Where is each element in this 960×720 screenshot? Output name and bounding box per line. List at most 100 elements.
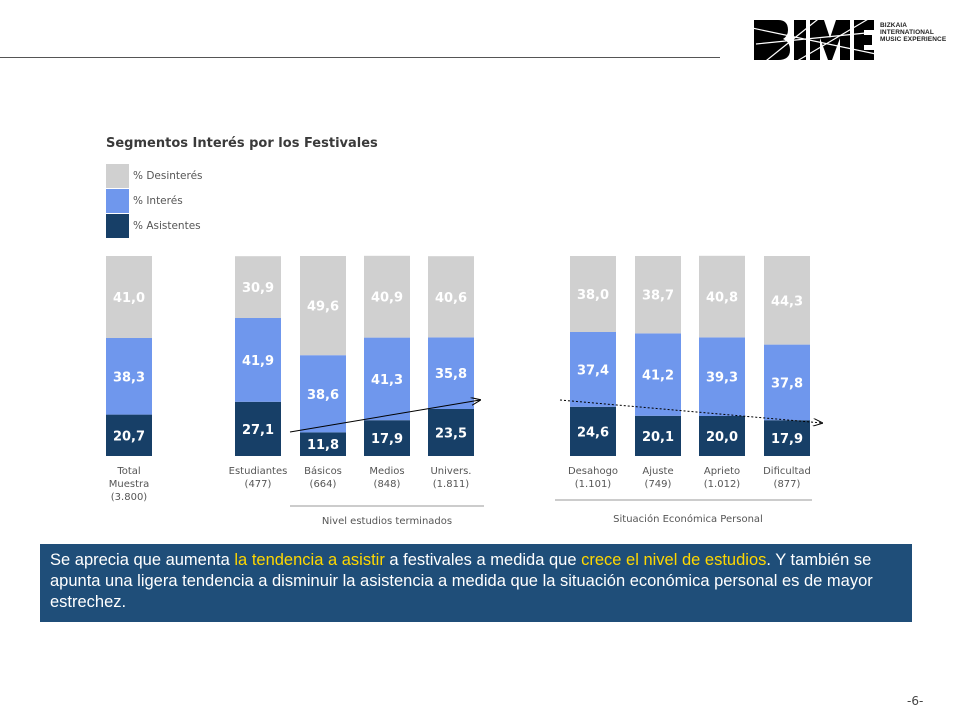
summary-highlight: crece el nivel de estudios [581,551,767,569]
logo-subtitle-line: BIZKAIA [880,22,908,29]
bar-segment-asistentes [300,432,346,456]
bar-segment-interes [106,338,152,415]
logo-subtitle-line: MUSIC EXPERIENCE [880,36,947,43]
legend-swatch-desinteres [106,164,129,188]
category-label: (1.101) [575,479,612,490]
data-label-desinteres: 30,9 [242,281,274,296]
bar-segment-interes [635,333,681,416]
header-rule [0,57,720,58]
category-label: (749) [645,479,672,490]
legend-item-desinteres: % Desinterés [106,164,203,188]
data-label-desinteres: 40,9 [371,291,403,306]
bar-segment-interes [764,344,810,421]
data-label-asistentes: 20,0 [706,430,738,445]
bar-segment-interes [364,337,410,421]
category-label: Muestra [109,479,150,490]
data-label-desinteres: 41,0 [113,291,145,306]
data-label-asistentes: 23,5 [435,427,467,442]
bar-segment-interes [699,337,745,416]
category-label: Desahogo [568,466,618,477]
bime-logo: BIZKAIA INTERNATIONAL MUSIC EXPERIENCE [752,14,952,74]
data-label-desinteres: 49,6 [307,300,339,315]
data-label-asistentes: 17,9 [771,432,803,447]
chart-title: Segmentos Interés por los Festivales [106,136,378,151]
data-label-desinteres: 40,6 [435,291,467,306]
bar-segment-desinteres [570,256,616,332]
category-label: Básicos [304,465,342,477]
data-label-interes: 41,3 [371,373,403,388]
bar-segment-interes [300,355,346,433]
category-label: (848) [374,479,401,490]
category-label: Medios [369,466,404,477]
data-label-asistentes: 17,9 [371,432,403,447]
data-label-desinteres: 38,0 [577,288,609,303]
data-label-asistentes: 24,6 [577,425,609,440]
summary-highlight: la tendencia a asistir [234,551,385,569]
category-label: (3.800) [111,492,148,503]
category-label: Estudiantes [229,466,288,477]
category-label: Univers. [430,466,471,477]
data-label-interes: 41,2 [642,369,674,384]
bar-segment-asistentes [635,415,681,456]
bar-segment-desinteres [764,256,810,345]
bar-segment-desinteres [106,256,152,338]
summary-text: . Y también se apunta una ligera tendenc… [50,551,873,611]
group-label: Nivel estudios terminados [322,516,452,527]
data-label-desinteres: 38,7 [642,289,674,304]
summary-text: Se aprecia que aumenta [50,551,235,569]
legend-item-asistentes: % Asistentes [106,214,201,238]
logo-subtitle-line: INTERNATIONAL [880,29,934,36]
legend-swatch-interes [106,189,129,213]
bar-segment-desinteres [235,256,281,318]
data-label-asistentes: 27,1 [242,423,274,438]
group-label: Situación Económica Personal [613,513,763,525]
bar-segment-asistentes [106,414,152,456]
data-label-desinteres: 44,3 [771,294,803,309]
stacked-bar-chart: 20,7 38,3 41,0 Total Muestra (3.800) 27,1 41,9 3… [106,255,960,527]
data-label-interes: 37,4 [577,363,609,378]
bar-segment-desinteres [364,255,410,338]
summary-box: Se aprecia que aumenta la tendencia a as… [40,544,912,622]
bar-segment-asistentes [699,416,745,456]
legend-item-interes: % Interés [106,189,183,213]
bar-segment-desinteres [428,256,474,338]
bar-segment-interes [235,318,281,402]
logo-subtitle: BIZKAIA INTERNATIONAL MUSIC EXPERIENCE [880,22,946,43]
data-label-asistentes: 11,8 [307,438,339,453]
data-label-asistentes: 20,7 [113,429,145,444]
bar-segment-desinteres [635,256,681,334]
category-label: Dificultad [763,466,811,477]
bar-segment-asistentes [764,420,810,456]
bar-segment-interes [428,337,474,409]
legend-swatch-asistentes [106,214,129,238]
category-label: (877) [774,479,801,490]
data-label-interes: 35,8 [435,367,467,382]
category-label: Aprieto [704,466,740,477]
bar-segment-desinteres [699,255,745,338]
bar-segment-asistentes [364,420,410,456]
data-label-interes: 39,3 [706,371,738,386]
category-label: (1.012) [704,479,741,490]
data-label-interes: 38,6 [307,388,339,403]
bar-segment-desinteres [300,256,346,356]
data-label-interes: 37,8 [771,376,803,391]
legend-label-interes: % Interés [133,195,183,207]
bar-segment-asistentes [570,406,616,456]
bime-logo-mark [752,15,876,65]
legend-label-desinteres: % Desinterés [133,170,203,182]
bar-segment-asistentes [235,401,281,456]
legend-label-asistentes: % Asistentes [133,220,201,232]
data-label-asistentes: 20,1 [642,430,674,445]
category-label: Ajuste [642,466,673,477]
category-label: Total [116,466,140,477]
data-label-desinteres: 40,8 [706,291,738,306]
data-label-interes: 41,9 [242,354,274,369]
category-label: (1.811) [433,479,470,490]
summary-text: a festivales a medida que [384,551,582,569]
category-label: (664) [310,479,337,490]
data-label-interes: 38,3 [113,370,145,385]
page-number: -6- [907,694,924,708]
bar-segment-interes [570,332,616,407]
bar-segment-asistentes [428,409,474,456]
trend-arrow-estudios [289,400,480,433]
